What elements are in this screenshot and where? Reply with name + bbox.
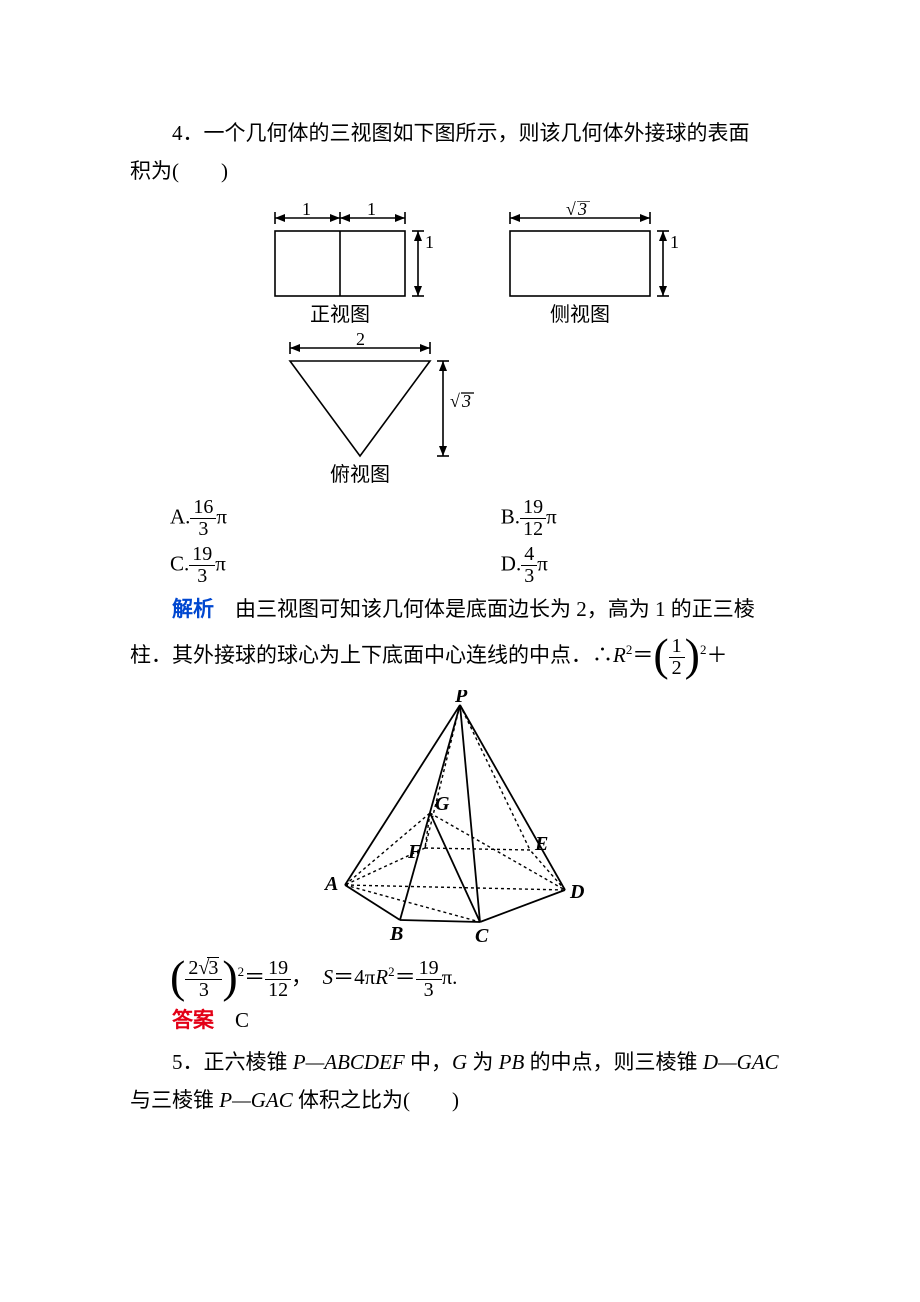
top-label: 俯视图: [330, 463, 390, 486]
front-top2: 1: [367, 201, 376, 219]
lbl-B: B: [389, 923, 403, 945]
q4-line2: 积为( ): [130, 153, 790, 191]
q4-line1: 4．一个几何体的三视图如下图所示，则该几何体外接球的表面: [130, 115, 790, 153]
pyramid-svg: P A B C D E F G: [295, 690, 625, 950]
q5-line1: 5．正六棱锥 P—ABCDEF 中，G 为 PB 的中点，则三棱锥 D—GAC: [130, 1044, 790, 1082]
top-right: 3: [461, 391, 471, 411]
front-top1: 1: [302, 201, 311, 219]
three-view-svg: 1 1 1 正视图: [225, 201, 695, 491]
svg-text:√: √: [566, 201, 576, 219]
q4-option-A: A.163π: [130, 497, 381, 540]
q4-options-row1: A.163π B.1912π: [130, 497, 790, 540]
side-right: 1: [670, 232, 679, 252]
answer-label: 答案: [172, 1008, 214, 1032]
q5-line2: 与三棱锥 P—GAC 体积之比为( ): [130, 1082, 790, 1120]
lbl-E: E: [534, 833, 548, 855]
front-right: 1: [425, 232, 434, 252]
q4-explain-3: (233)2＝1912， S＝4πR2＝193π.: [130, 956, 790, 1002]
page: 4．一个几何体的三视图如下图所示，则该几何体外接球的表面 积为( ): [0, 0, 920, 1302]
q4-explain-1: 解析 由三视图可知该几何体是底面边长为 2，高为 1 的正三棱: [130, 591, 790, 629]
front-label: 正视图: [310, 303, 370, 326]
side-label: 侧视图: [550, 303, 610, 326]
q4-option-C: C.193π: [130, 544, 381, 587]
q4-explain-2: 柱．其外接球的球心为上下底面中心连线的中点．∴R2＝(12)2＋: [130, 634, 790, 680]
lbl-D: D: [569, 881, 584, 903]
q4-answer: 答案 C: [130, 1002, 790, 1040]
lbl-P: P: [454, 690, 468, 707]
q4-pyramid-figure: P A B C D E F G: [130, 690, 790, 950]
q4-three-views: 1 1 1 正视图: [130, 201, 790, 491]
lbl-A: A: [323, 873, 338, 895]
lbl-C: C: [475, 925, 489, 947]
q4-option-B: B.1912π: [381, 497, 790, 540]
q4-options-row2: C.193π D.43π: [130, 544, 790, 587]
top-dim: 2: [356, 329, 365, 349]
lbl-F: F: [407, 841, 422, 863]
side-top: 3: [577, 201, 587, 219]
q4-option-D: D.43π: [381, 544, 790, 587]
lbl-G: G: [435, 793, 450, 815]
explain-label: 解析: [172, 597, 214, 621]
svg-text:√: √: [450, 391, 460, 411]
